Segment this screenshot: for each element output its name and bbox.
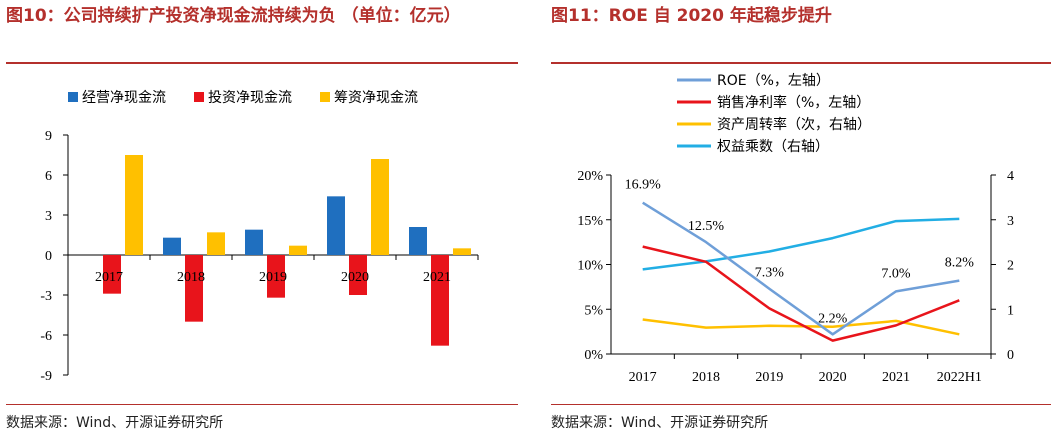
right-y-tick-label: 1 [1007, 303, 1014, 318]
bar [185, 255, 203, 322]
x-tick-label: 2017 [95, 270, 123, 285]
bar [431, 255, 449, 346]
left-y-tick-label: 15% [577, 214, 603, 229]
x-tick-label: 2021 [423, 270, 451, 285]
left-bar-chart: 经营净现金流 投资净现金流 筹资净现金流 9 6 3 0 -3 -6 -9 2017 2018 2019… [40, 89, 479, 384]
y-tick-label: -6 [40, 329, 52, 344]
y-tick-label: -3 [40, 289, 52, 304]
legend-swatch [68, 92, 78, 102]
bar [245, 229, 263, 255]
right-y-tick-label: 4 [1007, 169, 1014, 184]
legend-label: 投资净现金流 [208, 90, 292, 106]
x-tick-label: 2021 [882, 370, 910, 385]
legend-label: 销售净利率（%，左轴） [717, 94, 870, 111]
x-tick-label: 2020 [341, 270, 369, 285]
bar [207, 232, 225, 255]
legend-swatch [194, 92, 204, 102]
x-tick-label: 2022H1 [937, 370, 982, 385]
left-source-note: 数据来源：Wind、开源证券研究所 [6, 415, 224, 431]
x-tick-label: 2018 [177, 270, 205, 285]
bar [371, 159, 389, 255]
bar [409, 227, 427, 255]
x-tick-label: 2019 [259, 270, 287, 285]
left-figure-title: 图10：公司持续扩产投资净现金流持续为负 （单位：亿元） [6, 6, 461, 26]
legend-label: 资产周转率（次，右轴） [717, 116, 871, 133]
bar [267, 255, 285, 298]
bar [163, 237, 181, 255]
series-line [642, 245, 960, 342]
right-line-chart: ROE（%，左轴） 销售净利率（%，左轴） 资产周转率（次，右轴） 权益乘数（右轴） 2… [577, 73, 1014, 385]
data-label: 16.9% [625, 178, 662, 193]
left-source-rule [6, 404, 518, 405]
right-figure-title: 图11：ROE 自 2020 年起稳步提升 [551, 6, 832, 26]
bar [125, 155, 143, 255]
bar [289, 245, 307, 255]
right-source-rule [551, 404, 1051, 405]
series-line [642, 201, 960, 336]
x-tick-label: 2019 [755, 370, 783, 385]
left-y-tick-label: 10% [577, 259, 603, 274]
legend-label: 权益乘数（右轴） [717, 139, 829, 155]
right-y-tick-label: 0 [1007, 348, 1014, 363]
data-label: 7.3% [755, 266, 785, 281]
right-title-rule [551, 62, 1051, 64]
y-tick-label: 6 [45, 169, 52, 184]
x-tick-label: 2018 [692, 370, 720, 385]
legend-label: 经营净现金流 [82, 90, 166, 106]
right-y-tick-label: 3 [1007, 214, 1014, 229]
data-label: 2.2% [818, 311, 848, 326]
x-tick-label: 2017 [629, 370, 657, 385]
legend-swatch [320, 92, 330, 102]
y-tick-label: 3 [45, 209, 52, 224]
left-title-rule [6, 62, 518, 64]
legend-label: ROE（%，左轴） [717, 73, 830, 89]
y-tick-label: 9 [45, 129, 52, 144]
bar [453, 248, 471, 255]
bar [349, 255, 367, 295]
right-figure-panel: 图11：ROE 自 2020 年起稳步提升 ROE（%，左轴） 销售净利率（%，左… [545, 0, 1058, 441]
series-line [642, 318, 960, 336]
series-line [642, 217, 960, 271]
right-y-tick-label: 2 [1007, 259, 1014, 274]
left-y-tick-label: 0% [584, 348, 603, 363]
left-y-tick-label: 20% [577, 169, 603, 184]
data-label: 8.2% [945, 256, 975, 271]
y-tick-label: 0 [45, 249, 52, 264]
y-tick-label: -9 [40, 369, 52, 384]
x-tick-label: 2020 [819, 370, 847, 385]
left-figure-panel: 图10：公司持续扩产投资净现金流持续为负 （单位：亿元） 经营净现金流 投资净现金… [0, 0, 525, 441]
bar [327, 196, 345, 255]
bar [103, 255, 121, 294]
right-source-note: 数据来源：Wind、开源证券研究所 [551, 415, 769, 431]
data-label: 7.0% [881, 266, 911, 281]
data-label: 12.5% [688, 219, 725, 234]
left-y-tick-label: 5% [584, 303, 603, 318]
legend-label: 筹资净现金流 [334, 89, 418, 106]
